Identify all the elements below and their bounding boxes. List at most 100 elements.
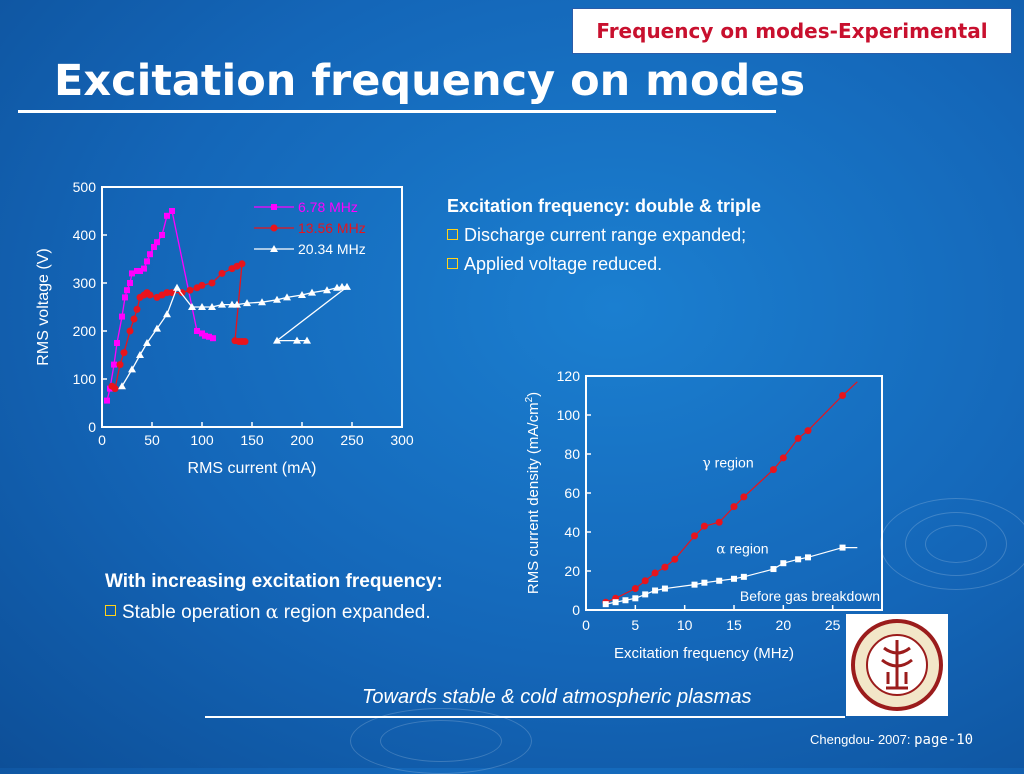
voltage-current-chart: 0 50 100 150 200 250 300 0 100 200 300 400 500 RMS cu… bbox=[35, 179, 414, 477]
data-point bbox=[273, 295, 281, 303]
data-point bbox=[126, 327, 134, 335]
data-point bbox=[127, 280, 133, 286]
x-tick-label: 25 bbox=[825, 617, 841, 633]
list-item: Stable operation α region expanded. bbox=[105, 601, 443, 624]
data-point bbox=[270, 224, 278, 232]
page-number: page-10 bbox=[914, 732, 974, 748]
data-point bbox=[293, 336, 301, 344]
data-point bbox=[343, 282, 351, 290]
data-point bbox=[208, 279, 216, 287]
data-point bbox=[804, 427, 812, 435]
data-point bbox=[641, 577, 649, 585]
data-point bbox=[241, 338, 249, 346]
university-seal-icon bbox=[851, 619, 943, 711]
current-density-chart: 0 5 10 15 20 25 0 20 40 60 80 100 120 Excitation freq… bbox=[524, 368, 883, 662]
data-point bbox=[178, 289, 186, 297]
data-point bbox=[186, 286, 194, 294]
data-point bbox=[119, 313, 125, 320]
y-tick-label: 200 bbox=[73, 323, 97, 339]
data-point bbox=[691, 581, 698, 588]
data-point bbox=[111, 385, 119, 393]
data-point bbox=[273, 336, 281, 344]
x-axis-label: RMS current (mA) bbox=[188, 460, 317, 477]
data-point bbox=[270, 245, 278, 252]
data-point bbox=[642, 591, 649, 598]
data-point bbox=[258, 298, 266, 306]
x-tick-label: 10 bbox=[677, 617, 693, 633]
data-point bbox=[153, 324, 161, 332]
data-point bbox=[146, 291, 154, 299]
y-tick-label: 0 bbox=[572, 602, 580, 618]
data-point bbox=[198, 281, 206, 289]
data-point bbox=[770, 566, 777, 573]
list-item-text: Discharge current range expanded; bbox=[464, 225, 747, 245]
x-tick-label: 0 bbox=[98, 432, 106, 448]
y-tick-label: 60 bbox=[564, 485, 580, 501]
x-axis-label: Excitation frequency (MHz) bbox=[614, 645, 794, 662]
alpha-symbol: α bbox=[265, 601, 279, 623]
right-bullet-list: Excitation frequency: double & triple Di… bbox=[447, 196, 761, 283]
y-tick-label: 120 bbox=[557, 368, 581, 384]
data-point bbox=[805, 554, 811, 561]
data-point bbox=[715, 518, 723, 526]
breakdown-label: Before gas breakdown bbox=[740, 588, 880, 604]
data-point bbox=[188, 303, 196, 310]
left-bullet-list: With increasing excitation frequency: St… bbox=[105, 571, 443, 624]
x-tick-label: 50 bbox=[144, 432, 160, 448]
data-point bbox=[779, 454, 787, 462]
data-point bbox=[651, 569, 659, 577]
data-point bbox=[114, 340, 120, 346]
data-point bbox=[118, 382, 126, 390]
data-point bbox=[780, 560, 787, 567]
data-point bbox=[144, 258, 150, 265]
x-tick-label: 5 bbox=[631, 617, 639, 633]
y-tick-label: 0 bbox=[88, 419, 96, 435]
right-bullet-heading: Excitation frequency: double & triple bbox=[447, 196, 762, 216]
legend-label: 20.34 MHz bbox=[298, 241, 366, 257]
plot-frame bbox=[585, 375, 883, 611]
data-point bbox=[795, 556, 802, 563]
x-tick-label: 300 bbox=[390, 432, 414, 448]
data-point bbox=[731, 575, 737, 582]
slide-title: Excitation frequency on modes bbox=[54, 56, 806, 106]
data-point bbox=[141, 265, 147, 272]
x-tick-label: 150 bbox=[240, 432, 264, 448]
data-point bbox=[701, 579, 708, 586]
y-tick-label: 40 bbox=[564, 524, 580, 540]
data-point bbox=[740, 493, 748, 501]
data-point bbox=[632, 595, 639, 602]
data-point bbox=[168, 289, 176, 297]
y-tick-label: 300 bbox=[73, 275, 97, 291]
data-point bbox=[147, 251, 153, 258]
data-point bbox=[839, 392, 847, 399]
data-point bbox=[769, 466, 777, 474]
data-point bbox=[128, 365, 136, 373]
series-line bbox=[121, 286, 349, 387]
x-tick-label: 100 bbox=[190, 432, 214, 448]
data-point bbox=[671, 555, 679, 563]
data-point bbox=[120, 349, 128, 357]
data-point bbox=[631, 585, 639, 593]
x-tick-label: 200 bbox=[290, 432, 314, 448]
data-point bbox=[298, 291, 306, 298]
legend-label: 13.56 MHz bbox=[298, 220, 366, 236]
list-item-text: region expanded. bbox=[278, 602, 431, 623]
series-line bbox=[605, 381, 858, 603]
x-tick-label: 250 bbox=[340, 432, 364, 448]
data-point bbox=[143, 339, 151, 346]
data-point bbox=[308, 288, 316, 296]
left-bullet-heading: With increasing excitation frequency: bbox=[105, 571, 443, 592]
data-point bbox=[159, 232, 165, 238]
data-point bbox=[691, 532, 699, 540]
y-tick-label: 500 bbox=[73, 179, 97, 195]
footer-underline bbox=[205, 716, 845, 718]
data-point bbox=[164, 212, 170, 219]
data-point bbox=[122, 294, 128, 301]
data-point bbox=[124, 287, 130, 294]
data-point bbox=[839, 544, 846, 551]
ripple-decoration bbox=[880, 498, 1024, 590]
y-tick-label: 100 bbox=[557, 407, 581, 423]
data-point bbox=[208, 303, 216, 310]
data-point bbox=[716, 577, 723, 584]
x-tick-label: 0 bbox=[582, 617, 590, 633]
